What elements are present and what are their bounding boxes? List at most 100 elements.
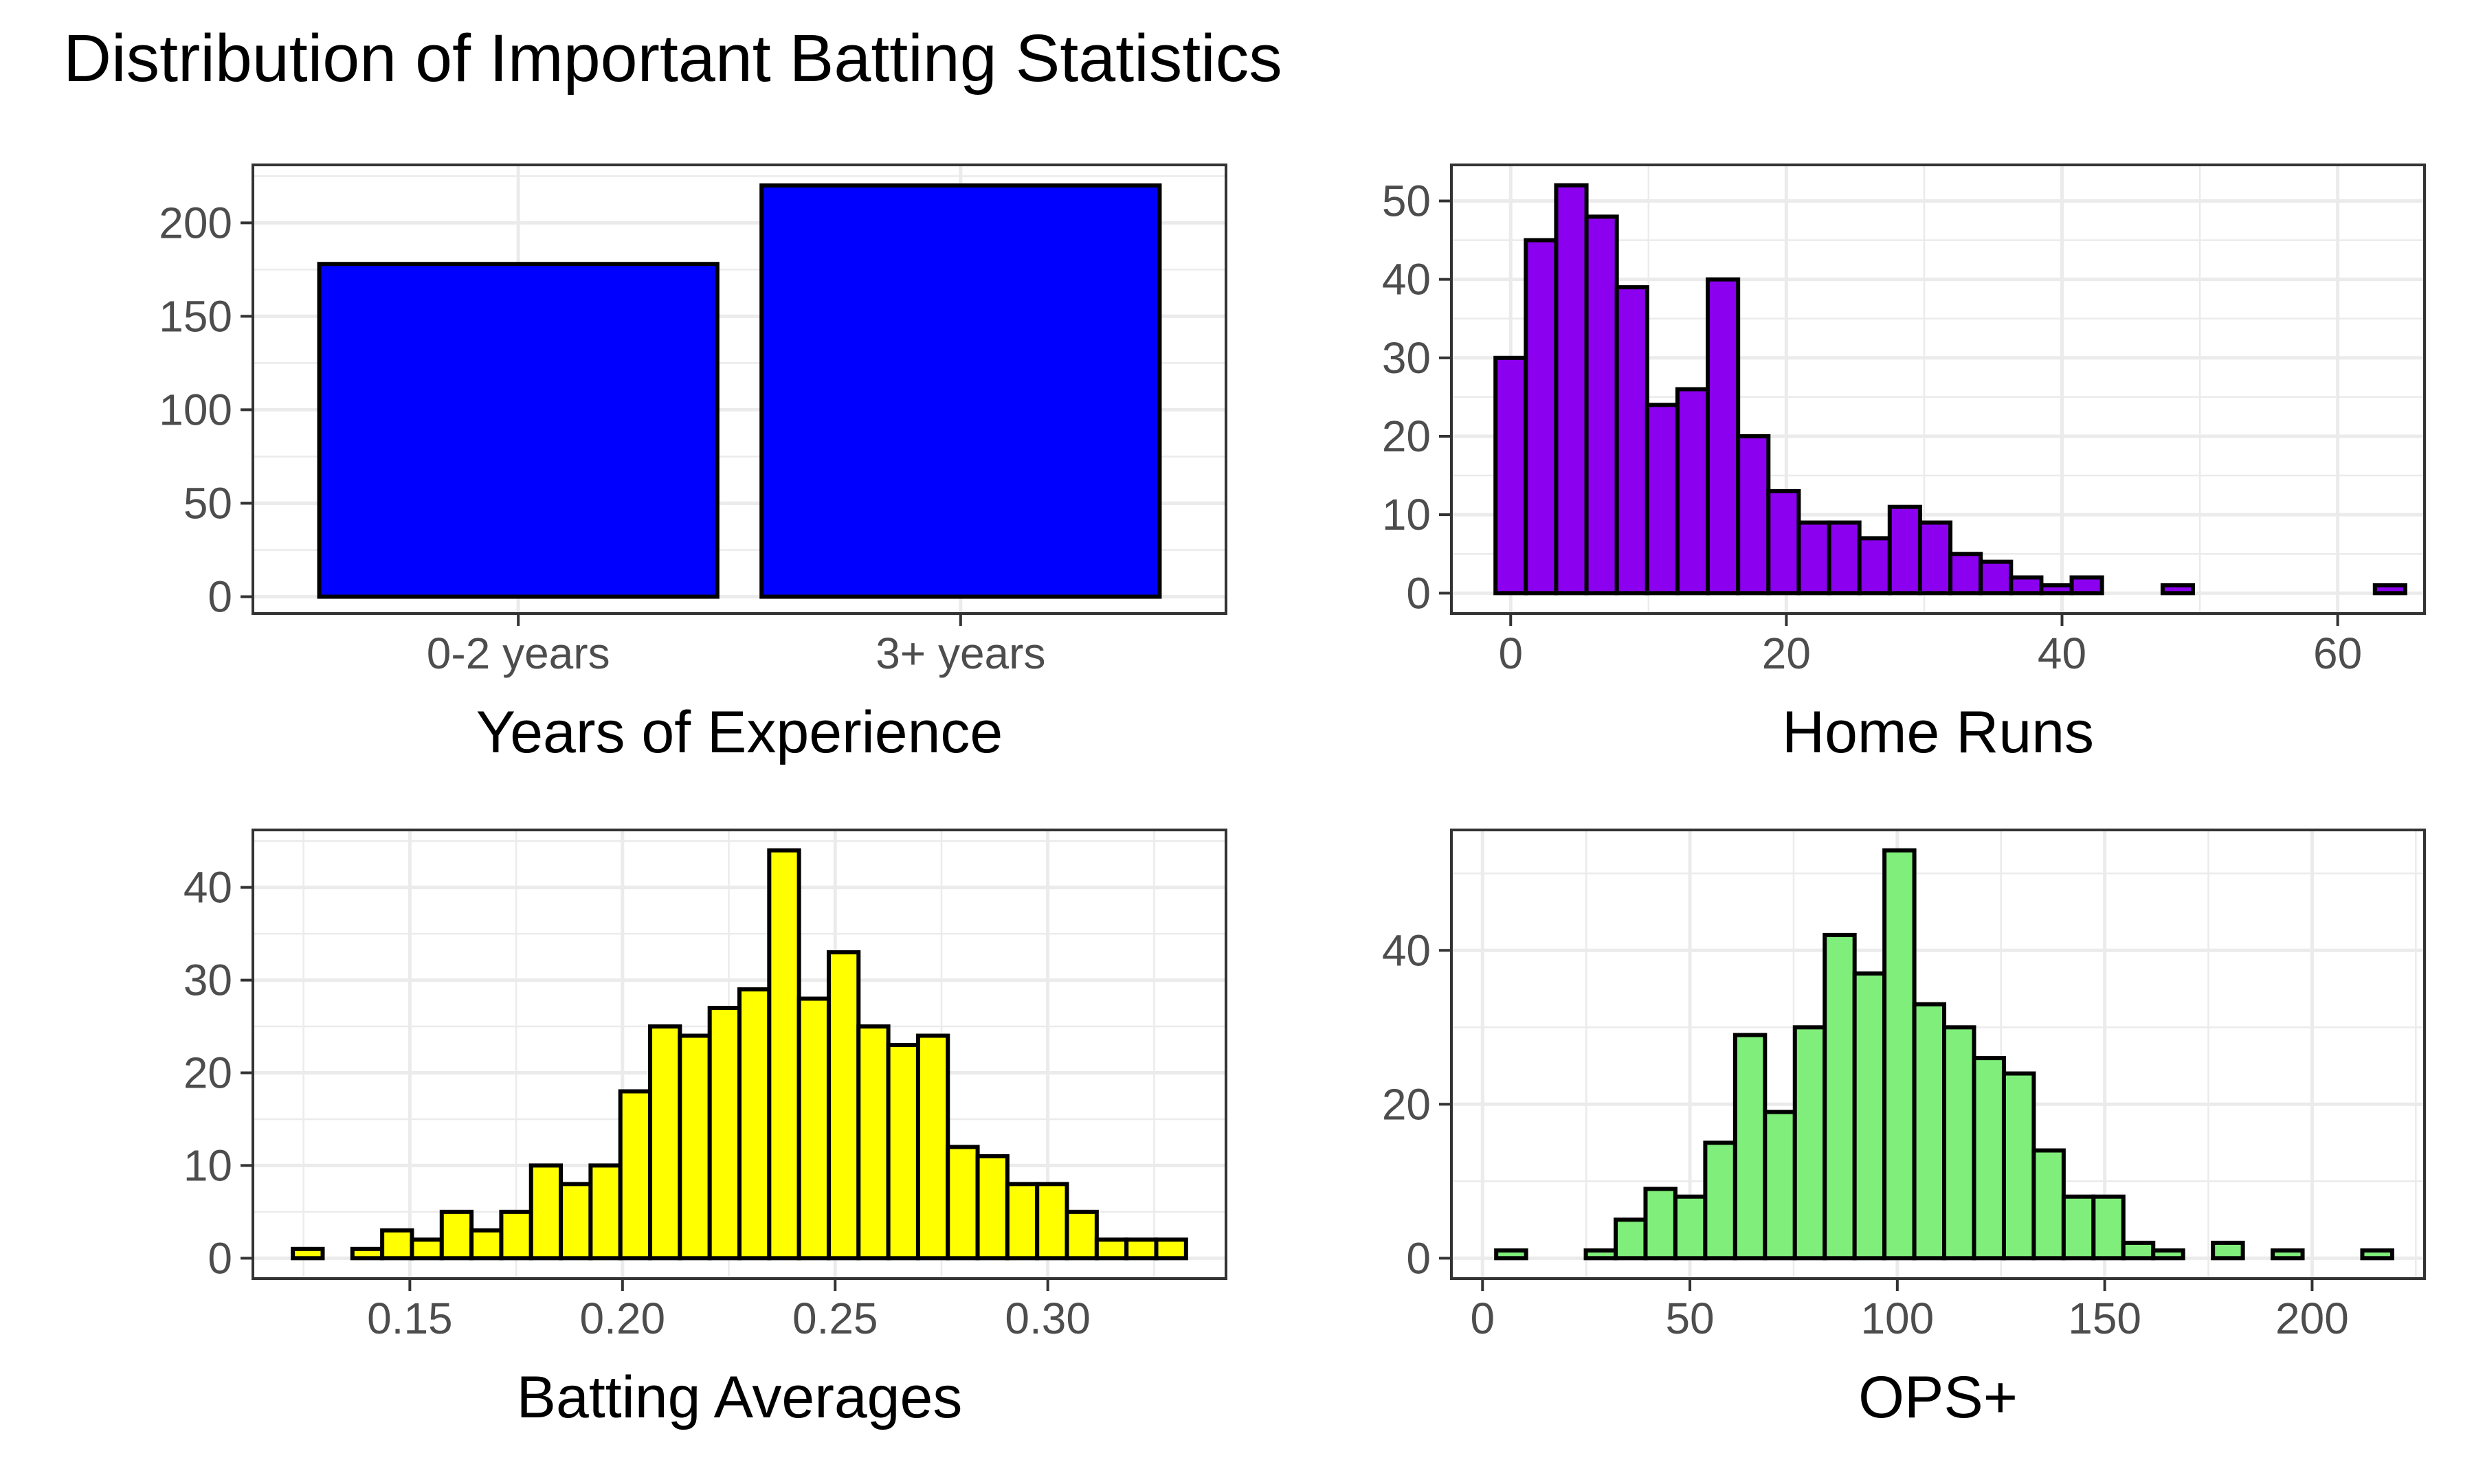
y-tick-label: 40 — [1382, 255, 1431, 304]
y-tick-label: 40 — [183, 863, 232, 912]
histogram-bar — [1675, 387, 1710, 596]
histogram-bar — [1796, 520, 1831, 596]
histogram-bar — [2160, 583, 2196, 596]
histogram-bar — [291, 1246, 325, 1261]
histogram-bar — [1912, 1002, 1947, 1261]
histogram-bar — [1673, 1194, 1708, 1261]
histogram-bar — [1643, 1187, 1678, 1261]
histogram-bar — [2271, 1248, 2305, 1261]
x-axis-title: OPS+ — [1858, 1364, 2018, 1430]
histogram-bar — [886, 1043, 920, 1261]
histogram-bar — [915, 1033, 950, 1261]
y-tick-label: 0 — [1406, 568, 1431, 618]
histogram-bar — [2151, 1248, 2185, 1261]
histogram-bar — [1584, 214, 1619, 596]
histogram-bar — [380, 1228, 414, 1261]
x-tick-label: 0.30 — [1005, 1294, 1091, 1343]
y-tick-label: 20 — [1382, 1079, 1431, 1129]
x-tick-label: 150 — [2068, 1294, 2141, 1343]
x-tick-label: 0.20 — [580, 1294, 666, 1343]
x-tick-label: 0-2 years — [427, 629, 610, 678]
histogram-bar — [2360, 1248, 2394, 1261]
y-tick-label: 30 — [183, 956, 232, 1005]
panel-experience: 0 50 100 150 200 0-2 years 3+ years Years of Ex… — [159, 164, 1227, 765]
panel-batting-averages: 0 10 20 30 40 0.15 0.20 0.25 0.30 Batting Average… — [183, 829, 1227, 1430]
x-tick-label: 0.15 — [367, 1294, 453, 1343]
histogram-bar — [1094, 1237, 1129, 1261]
histogram-bar — [1703, 1140, 1737, 1261]
y-tick-label: 0 — [208, 1233, 232, 1283]
histogram-bar — [1827, 520, 1862, 596]
histogram-bar — [826, 950, 861, 1261]
histogram-bar — [1887, 504, 1922, 596]
histogram-bar — [588, 1163, 623, 1261]
x-tick-label: 100 — [1860, 1294, 1934, 1343]
histogram-bar — [1005, 1182, 1040, 1261]
bar — [317, 262, 720, 599]
x-tick-label: 200 — [2275, 1294, 2349, 1343]
panel-border — [1450, 829, 2426, 1280]
histogram-bar — [678, 1033, 712, 1261]
y-tick-label: 50 — [183, 478, 232, 528]
x-tick-label: 50 — [1665, 1294, 1714, 1343]
histogram-bar — [469, 1228, 504, 1261]
histogram-bar — [1852, 971, 1887, 1261]
figure-title: Distribution of Important Batting Statis… — [63, 21, 1282, 95]
histogram-bar — [1736, 434, 1771, 596]
histogram-bar — [975, 1154, 1010, 1261]
histogram-bar — [1493, 355, 1528, 596]
histogram-bar — [1706, 277, 1741, 596]
histogram-bar — [1823, 932, 1857, 1261]
histogram-bar — [1494, 1248, 1528, 1261]
y-tick-label: 200 — [159, 198, 232, 247]
x-tick-label: 0 — [1470, 1294, 1495, 1343]
y-tick-label: 150 — [159, 291, 232, 341]
histogram-bar — [1917, 520, 1953, 596]
bars — [1494, 848, 2394, 1261]
histogram-bar — [1524, 238, 1559, 596]
histogram-bar — [2091, 1194, 2126, 1261]
bars — [291, 848, 1188, 1261]
histogram-bar — [1942, 1025, 1976, 1261]
histogram-bar — [1554, 183, 1589, 596]
x-axis-title: Home Runs — [1782, 699, 2094, 765]
x-tick-label: 3+ years — [876, 629, 1045, 678]
histogram-bar — [1948, 552, 1983, 596]
histogram-bar — [1979, 559, 2014, 596]
bar — [759, 183, 1162, 599]
y-tick-label: 10 — [1382, 490, 1431, 539]
histogram-bar — [707, 1006, 742, 1261]
x-axis-title: Years of Experience — [476, 699, 1003, 765]
histogram-bar — [1035, 1182, 1069, 1261]
x-tick-label: 60 — [2313, 629, 2362, 678]
histogram-bar — [1882, 848, 1917, 1261]
histogram-bar — [618, 1089, 653, 1261]
y-tick-label: 30 — [1382, 333, 1431, 383]
y-tick-label: 100 — [159, 385, 232, 434]
histogram-bar — [2001, 1071, 2036, 1261]
histogram-bar — [1857, 536, 1892, 596]
histogram-bar — [796, 996, 831, 1261]
y-tick-label: 10 — [183, 1140, 232, 1190]
histogram-bar — [559, 1182, 593, 1261]
histogram-bar — [2061, 1194, 2096, 1261]
histogram-bar — [1766, 488, 1801, 596]
histogram-bar — [946, 1145, 980, 1261]
y-tick-label: 40 — [1382, 925, 1431, 975]
histogram-bar — [1972, 1056, 2006, 1261]
panel-ops-plus: 0 20 40 0 50 100 150 200 OPS+ — [1382, 829, 2426, 1430]
y-tick-label: 0 — [208, 572, 232, 622]
histogram-bar — [1065, 1209, 1099, 1261]
histogram-bar — [1732, 1033, 1768, 1261]
histogram-bar — [1763, 1110, 1797, 1261]
y-tick-label: 20 — [183, 1048, 232, 1097]
histogram-bar — [439, 1209, 474, 1261]
y-tick-label: 0 — [1406, 1233, 1431, 1283]
x-tick-label: 40 — [2038, 629, 2086, 678]
histogram-bar — [2039, 583, 2074, 596]
histogram-bar — [2372, 583, 2407, 596]
panel-home-runs: 0 10 20 30 40 50 0 20 40 60 Home Runs — [1382, 164, 2426, 765]
bars — [1493, 183, 2407, 596]
y-tick-label: 50 — [1382, 177, 1431, 226]
bars — [317, 183, 1162, 599]
